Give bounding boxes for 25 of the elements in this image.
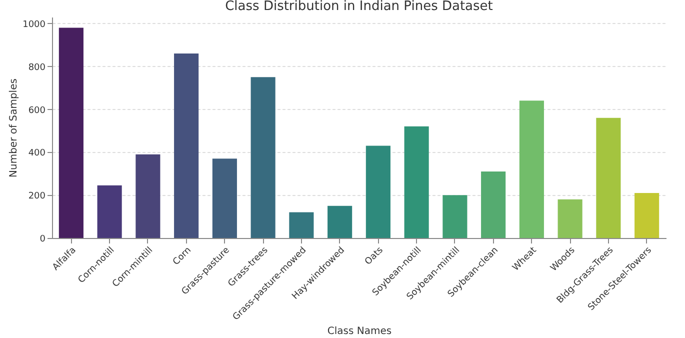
bar [174,53,199,238]
bar [58,28,84,238]
bar [212,158,237,238]
bar [596,118,621,238]
bar [136,154,160,238]
bar [328,206,352,238]
bar [97,185,122,238]
bar [519,100,544,238]
bar [442,195,468,238]
y-tick-label: 200 [28,192,46,202]
bar [481,171,506,238]
y-tick-label: 1000 [22,20,46,30]
bar [289,212,314,238]
y-tick-label: 600 [28,106,46,116]
y-axis-title: Number of Samples [8,78,20,178]
y-tick-label: 800 [28,62,46,73]
y-tick-label: 0 [40,234,46,244]
bar [634,192,660,238]
bar [250,77,276,238]
chart-title: Class Distribution in Indian Pines Dataset [225,0,493,14]
bar [558,199,582,238]
bar [366,146,390,238]
x-axis-title: Class Names [327,326,392,337]
y-tick-label: 400 [28,148,46,159]
bar [404,126,429,238]
